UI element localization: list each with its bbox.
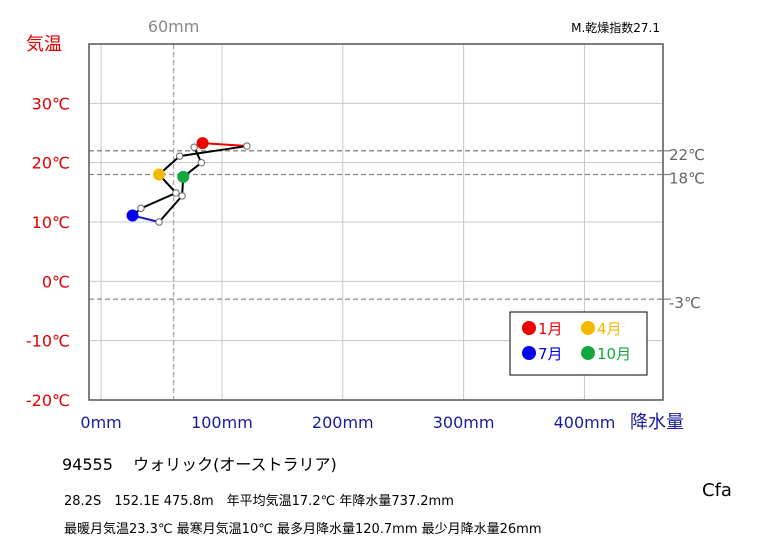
- y-tick-label: 30℃: [32, 94, 70, 113]
- station-title: 94555 ウォリック(オーストラリア): [62, 451, 337, 475]
- month-point-8: [155, 218, 163, 226]
- x-tick-labels: 0mm 100mm 200mm 300mm 400mm: [80, 413, 615, 432]
- station-info-line2: 最暖月気温23.3℃ 最寒月気温10℃ 最多月降水量120.7mm 最少月降水量…: [64, 522, 542, 537]
- ref-line-label: -3℃: [669, 294, 701, 312]
- y-axis-label: 気温: [26, 34, 62, 55]
- station-id: 94555: [62, 455, 113, 474]
- series-segment: [201, 142, 248, 148]
- x-tick-label: 400mm: [554, 413, 616, 432]
- month-point-9: [178, 192, 186, 200]
- climate-class: Cfa: [702, 480, 732, 501]
- month-point-7: [126, 209, 139, 222]
- x-tick-label: 100mm: [191, 413, 253, 432]
- legend: 1月 4月 7月 10月: [509, 311, 648, 376]
- y-tick-label: -20℃: [26, 391, 70, 410]
- month-point-1: [196, 137, 209, 150]
- climate-series: [126, 137, 251, 226]
- legend-label: 7月: [538, 345, 563, 363]
- x-tick-label: 200mm: [312, 413, 374, 432]
- y-tick-label: 20℃: [32, 154, 70, 173]
- legend-marker: [581, 321, 595, 335]
- ref-line-label: 22℃: [669, 146, 705, 164]
- legend-label: 10月: [597, 345, 631, 363]
- x-axis-label: 降水量: [630, 412, 684, 433]
- dryness-index: M.乾燥指数27.1: [571, 20, 660, 35]
- month-point-4: [153, 168, 166, 181]
- month-point-12: [190, 143, 198, 151]
- reference-lines: 22℃ 18℃ -3℃: [89, 44, 705, 400]
- y-tick-label: 0℃: [42, 272, 70, 291]
- station-info-line1: 28.2S 152.1E 475.8m 年平均気温17.2℃ 年降水量737.2…: [64, 494, 454, 509]
- x-tick-label: 300mm: [433, 413, 495, 432]
- y-tick-label: -10℃: [26, 332, 70, 351]
- month-point-2: [243, 142, 251, 150]
- x-tick-label: 0mm: [80, 413, 121, 432]
- legend-marker: [522, 346, 536, 360]
- month-point-10: [177, 170, 190, 183]
- month-point-3: [175, 152, 184, 160]
- legend-marker: [581, 346, 595, 360]
- month-point-5: [172, 189, 180, 197]
- y-tick-label: 10℃: [32, 213, 70, 232]
- legend-label: 4月: [597, 320, 622, 338]
- station-name: ウォリック(オーストラリア): [133, 455, 337, 474]
- legend-label: 1月: [538, 320, 563, 338]
- series-segment: [139, 191, 178, 210]
- month-point-6: [137, 204, 145, 213]
- month-point-11: [197, 158, 206, 167]
- series-segment: [158, 194, 184, 223]
- series-segment: [178, 145, 248, 158]
- legend-marker: [522, 321, 536, 335]
- x-ref-label: 60mm: [148, 17, 200, 36]
- ref-line-label: 18℃: [669, 170, 705, 188]
- y-tick-labels: 30℃ 20℃ 10℃ 0℃ -10℃ -20℃: [26, 94, 70, 410]
- plot-frame: [88, 43, 664, 401]
